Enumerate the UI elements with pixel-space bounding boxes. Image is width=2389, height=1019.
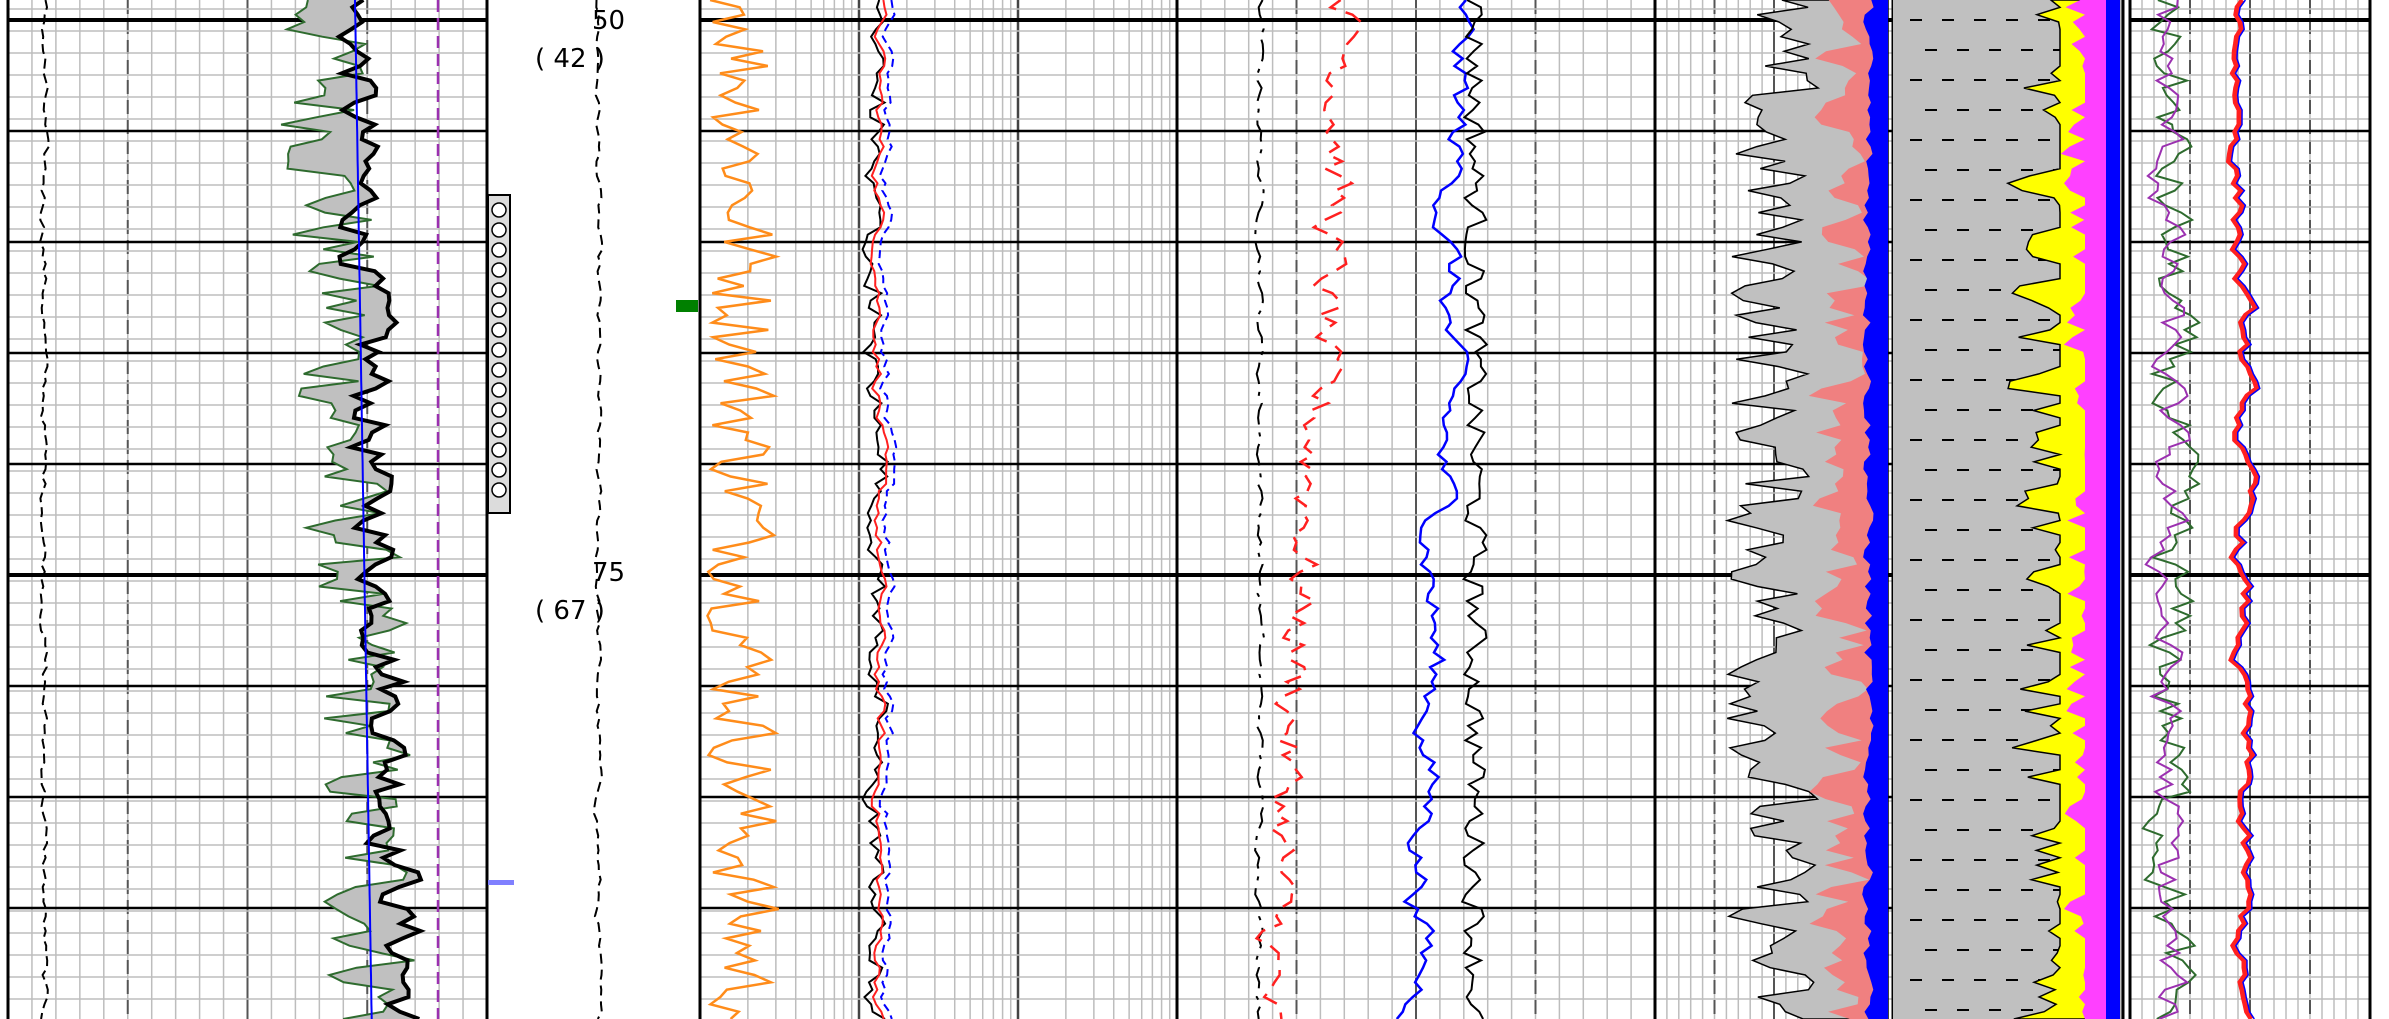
bead-marker	[491, 362, 507, 378]
lavender-tick-marker	[488, 880, 514, 885]
track7-purple-curve	[2144, 0, 2191, 1019]
bead-marker	[491, 462, 507, 478]
depth-label-42: ( 42 )	[535, 44, 605, 74]
track3-blue-dashed-curve	[877, 0, 898, 1019]
track7-blue-curve	[2230, 0, 2261, 1019]
bead-marker	[491, 262, 507, 278]
bead-marker	[491, 242, 507, 258]
track4-black-curve	[1460, 0, 1489, 1019]
bead-marker	[491, 222, 507, 238]
log-curves	[38, 0, 2261, 1019]
depth-dashed-curve	[593, 0, 604, 1019]
track-3-grid	[698, 0, 1179, 1019]
bead-marker	[491, 482, 507, 498]
track4-blue-curve	[1395, 0, 1476, 1019]
bead-marker	[491, 302, 507, 318]
bead-marker	[491, 282, 507, 298]
track7-green-curve	[2141, 0, 2202, 1019]
track3-black-curve	[861, 0, 890, 1019]
track1-blue-curve	[354, 0, 373, 1019]
lithology-magenta-fill	[2060, 0, 2118, 1019]
track4-dashdot-curve	[1254, 0, 1266, 1019]
bead-marker	[491, 442, 507, 458]
track5-blue-fill	[1862, 0, 1888, 1019]
bead-marker	[491, 422, 507, 438]
track7-red-thick-curve	[2225, 0, 2260, 1019]
bead-marker	[491, 402, 507, 418]
track3-orange-curve	[706, 0, 781, 1019]
depth-label-50: 50	[592, 6, 626, 36]
track-fills	[281, 0, 2125, 1019]
track3-red-curve	[869, 0, 890, 1019]
track1-left-dashed-curve	[38, 0, 50, 1019]
lithology-blue-edge	[2106, 0, 2120, 1019]
track-1-grid	[6, 0, 489, 1019]
track-markers	[487, 194, 698, 885]
bead-marker	[491, 202, 507, 218]
green-depth-marker	[676, 300, 698, 312]
track4-red-dashed-curve	[1254, 0, 1363, 1019]
bead-marker	[491, 322, 507, 338]
bead-marker	[491, 382, 507, 398]
track1-black-thick-curve	[335, 0, 426, 1019]
depth-label-75: 75	[592, 558, 626, 588]
depth-label-67: ( 67 )	[535, 596, 605, 626]
bead-marker	[491, 342, 507, 358]
